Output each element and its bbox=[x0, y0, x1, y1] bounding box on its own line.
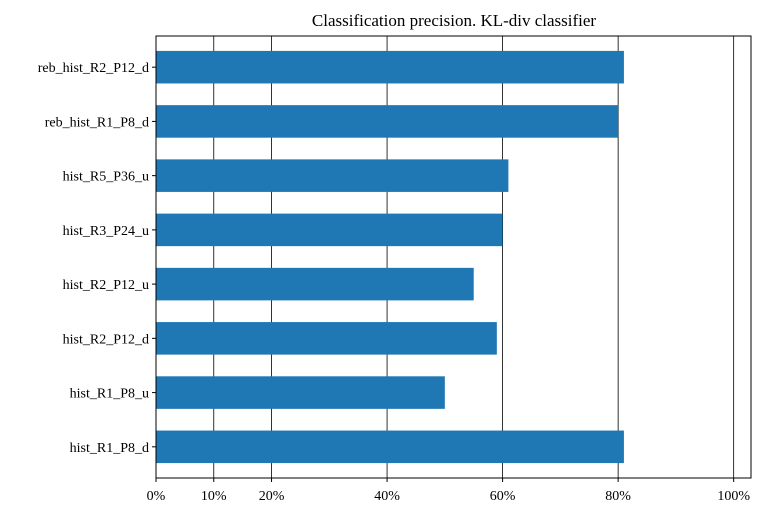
x-tick-label-4: 60% bbox=[490, 489, 516, 504]
y-axis-ticks: reb_hist_R2_P12_d reb_hist_R1_P8_d hist_R5… bbox=[38, 61, 156, 456]
bar-hist_R2_P12_d bbox=[156, 322, 497, 355]
y-tick-label-0: reb_hist_R2_P12_d bbox=[38, 61, 149, 76]
x-axis-ticks: 0% 10% 20% 40% 60% 80% 100% bbox=[147, 478, 750, 504]
bar-hist_R3_P24_u bbox=[156, 213, 503, 247]
x-tick-label-5: 80% bbox=[605, 489, 631, 504]
bars bbox=[156, 50, 624, 464]
bar-hist_R1_P8_u bbox=[156, 376, 445, 409]
y-tick-label-4: hist_R2_P12_u bbox=[63, 278, 149, 293]
bar-hist_R1_P8_d bbox=[156, 430, 624, 464]
bar-reb_hist_R2_P12_d bbox=[156, 50, 624, 84]
y-tick-label-1: reb_hist_R1_P8_d bbox=[45, 115, 149, 130]
y-tick-label-6: hist_R1_P8_u bbox=[70, 387, 149, 402]
bar-reb_hist_R1_P8_d bbox=[156, 105, 619, 138]
bar-hist_R2_P12_u bbox=[156, 267, 474, 301]
x-tick-label-3: 40% bbox=[374, 489, 400, 504]
bar-hist_R5_P36_u bbox=[156, 159, 509, 192]
y-tick-label-3: hist_R3_P24_u bbox=[63, 224, 149, 239]
x-tick-label-2: 20% bbox=[259, 489, 285, 504]
y-tick-label-2: hist_R5_P36_u bbox=[63, 170, 149, 185]
x-tick-label-0: 0% bbox=[147, 489, 166, 504]
y-tick-label-7: hist_R1_P8_d bbox=[70, 441, 149, 456]
plot-frame bbox=[155, 35, 752, 479]
gridlines bbox=[155, 36, 735, 478]
chart-title: Classification precision. KL-div classif… bbox=[312, 11, 597, 30]
y-tick-label-5: hist_R2_P12_d bbox=[63, 332, 149, 347]
x-tick-label-6: 100% bbox=[717, 489, 750, 504]
x-tick-label-1: 10% bbox=[201, 489, 227, 504]
